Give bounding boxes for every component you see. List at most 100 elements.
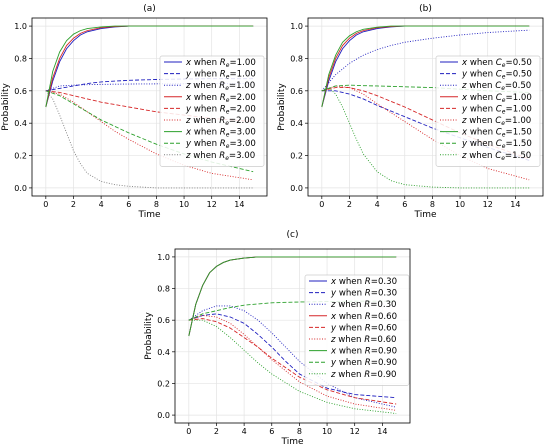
legend-param-symbol: R <box>365 289 371 299</box>
legend-param-symbol: R <box>220 70 226 80</box>
legend-variable: z <box>185 81 191 91</box>
y-tick-label: 0.6 <box>290 87 303 96</box>
legend-param-subscript: e <box>226 62 230 69</box>
panel-title: (a) <box>143 4 156 14</box>
legend-entry: y when R=0.60 <box>330 323 397 333</box>
legend-prefix: when <box>191 116 220 126</box>
plot-frame <box>31 17 268 197</box>
legend-entry: x when Ce=1.50 <box>461 128 532 139</box>
x-tick-label: 14 <box>510 200 520 209</box>
legend-param-value: =0.50 <box>506 70 532 80</box>
series-line-6 <box>321 25 530 108</box>
legend-param-symbol: R <box>365 323 371 333</box>
legend-param-value: =1.00 <box>229 58 255 68</box>
legend-param-symbol: C <box>496 139 502 149</box>
legend-entry: y when R=0.90 <box>330 358 397 368</box>
y-tick-label: 0.2 <box>157 379 170 388</box>
legend-prefix: when <box>336 358 365 368</box>
legend-param-value: =0.30 <box>371 277 397 287</box>
legend-variable: y <box>330 358 337 368</box>
legend-param-subscript: e <box>501 120 505 127</box>
x-tick-label: 2 <box>347 200 352 209</box>
legend-prefix: when <box>336 277 365 287</box>
legend-param-value: =0.30 <box>370 300 396 310</box>
y-axis-label: Probability <box>1 83 11 131</box>
series-line-4 <box>188 318 397 405</box>
x-tick-label: 10 <box>179 200 189 209</box>
x-tick-label: 8 <box>297 427 302 436</box>
x-tick-label: 12 <box>207 200 217 209</box>
legend-param-symbol: R <box>220 93 226 103</box>
legend-prefix: when <box>191 81 220 91</box>
legend-entry: x when Re=2.00 <box>185 93 256 104</box>
x-tick-label: 4 <box>242 427 247 436</box>
y-tick-label: 1.0 <box>290 22 303 31</box>
legend-variable: y <box>185 139 192 149</box>
series-line-6 <box>188 256 397 337</box>
legend-param-value: =0.50 <box>505 81 531 91</box>
legend-param-symbol: R <box>365 312 371 322</box>
x-tick-label: 14 <box>377 427 387 436</box>
legend-param-symbol: R <box>220 104 226 114</box>
y-tick-label: 0.0 <box>290 184 303 193</box>
legend-variable: x <box>461 58 468 68</box>
legend-prefix: when <box>467 116 496 126</box>
legend-param-value: =1.00 <box>506 104 532 114</box>
legend-param-subscript: e <box>226 132 230 139</box>
legend-param-value: =1.50 <box>506 128 532 138</box>
legend-param-value: =0.60 <box>371 323 397 333</box>
legend-param-subscript: e <box>502 132 506 139</box>
legend-variable: x <box>185 93 192 103</box>
plot-frame <box>307 17 544 197</box>
legend-param-subscript: e <box>501 85 505 92</box>
x-tick-label: 14 <box>234 200 244 209</box>
legend-param-symbol: R <box>219 81 225 91</box>
legend-prefix: when <box>191 128 220 138</box>
y-tick-label: 0.4 <box>157 348 170 357</box>
legend-entry: z when Re=2.00 <box>185 116 255 127</box>
legend-param-subscript: e <box>226 74 230 81</box>
legend-param-value: =0.50 <box>506 58 532 68</box>
legend-prefix: when <box>336 289 365 299</box>
legend-param-symbol: R <box>219 116 225 126</box>
legend-prefix: when <box>467 139 496 149</box>
legend-entry: x when R=0.90 <box>330 347 397 357</box>
legend-prefix: when <box>191 58 220 68</box>
x-tick-label: 10 <box>322 427 332 436</box>
legend-entry: z when Re=1.00 <box>185 81 255 92</box>
series-line-1 <box>321 90 530 161</box>
legend-param-symbol: R <box>364 300 370 310</box>
legend-prefix: when <box>467 104 496 114</box>
legend-variable: z <box>330 300 336 310</box>
legend-param-value: =1.50 <box>506 139 532 149</box>
legend-param-symbol: C <box>496 93 502 103</box>
panel-c: 0 2 4 6 8 10 12 14 0.0 0.2 0.4 0.6 0.8 1.0 (c) Time Prob… <box>144 230 411 447</box>
legend-param-value: =3.00 <box>229 151 255 161</box>
legend-entry: z when R=0.60 <box>330 335 397 345</box>
legend-param-value: =0.90 <box>370 370 396 380</box>
legend-param-value: =2.00 <box>229 116 255 126</box>
x-tick-label: 4 <box>375 200 380 209</box>
legend-variable: x <box>185 58 192 68</box>
y-tick-label: 0.0 <box>14 184 27 193</box>
panel-title: (b) <box>419 4 432 14</box>
legend-param-symbol: R <box>364 370 370 380</box>
legend-param-value: =1.00 <box>229 70 255 80</box>
series-line-1 <box>188 313 397 399</box>
legend-param-value: =0.30 <box>371 289 397 299</box>
legend-param-subscript: e <box>502 97 506 104</box>
legend-param-subscript: e <box>226 97 230 104</box>
series-line-2 <box>188 305 397 408</box>
legend-prefix: when <box>191 104 220 114</box>
legend-variable: x <box>461 93 468 103</box>
series-line-5 <box>188 314 397 411</box>
legend-param-subscript: e <box>226 108 230 115</box>
legend-param-subscript: e <box>501 155 505 162</box>
legend-entry: x when Ce=0.50 <box>461 58 532 69</box>
x-tick-label: 10 <box>455 200 465 209</box>
legend-param-value: =0.60 <box>371 312 397 322</box>
y-tick-label: 0.2 <box>290 152 303 161</box>
legend-entry: z when Ce=1.00 <box>461 116 531 127</box>
y-tick-label: 0.4 <box>290 119 303 128</box>
y-axis-label: Probability <box>144 312 154 360</box>
